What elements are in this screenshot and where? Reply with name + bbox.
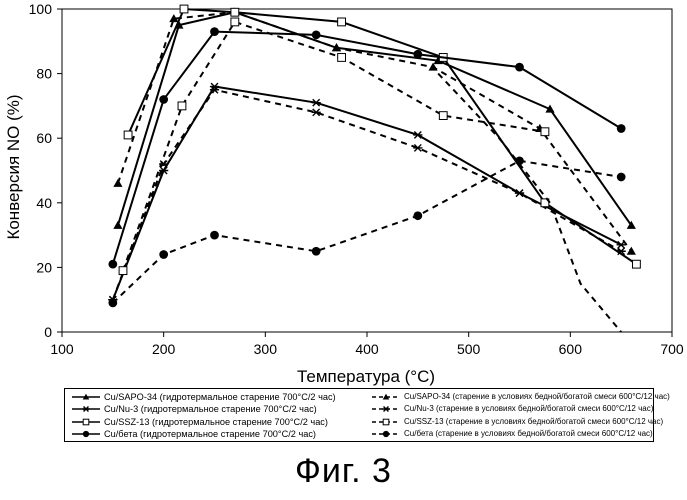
axis-ticks: 100 200 300 400 500 600 700 0 20 40 60 80 100 <box>29 1 684 357</box>
data-point <box>312 247 321 256</box>
legend-swatch-marker <box>383 419 389 425</box>
data-point <box>124 131 132 139</box>
legend-item: Cu/Nu-3 (старение в условиях бедной/бога… <box>371 403 670 415</box>
data-point <box>231 8 239 16</box>
x-tick-label: 700 <box>660 341 684 357</box>
data-point <box>159 95 168 104</box>
no-conversion-chart: 100 200 300 400 500 600 700 0 20 40 60 80 100 Темпер… <box>0 0 687 388</box>
series-5 <box>119 18 549 275</box>
x-tick-label: 500 <box>457 341 481 357</box>
data-point <box>515 63 524 72</box>
data-point <box>108 260 117 269</box>
data-point <box>413 211 422 220</box>
data-point <box>617 173 626 182</box>
legend-swatch <box>371 392 401 402</box>
x-tick-label: 300 <box>254 341 278 357</box>
data-point <box>210 231 219 240</box>
legend-label: Cu/Nu-3 (гидротермальное старение 700°C/… <box>104 403 317 415</box>
data-point <box>338 54 346 62</box>
legend-swatch <box>371 404 401 414</box>
legend-swatch <box>371 417 401 427</box>
legend-swatch <box>71 392 101 402</box>
series-line <box>113 87 621 300</box>
legend-label: Cu/бета (гидротермальное старение 700°C/… <box>104 428 316 440</box>
x-tick-label: 200 <box>152 341 176 357</box>
data-point <box>617 241 626 248</box>
data-point <box>108 299 117 308</box>
legend-item: Cu/SSZ-13 (гидротермальное старение 700°… <box>71 416 336 428</box>
legend-swatch <box>71 429 101 439</box>
data-point <box>413 132 422 139</box>
legend-item: Cu/бета (гидротермальное старение 700°C/… <box>71 428 336 440</box>
data-point <box>413 50 422 59</box>
data-point <box>627 247 636 255</box>
data-point <box>312 109 321 116</box>
y-tick-label: 80 <box>36 66 52 82</box>
data-point <box>413 144 422 151</box>
data-point <box>312 30 321 39</box>
data-point <box>178 102 186 110</box>
legend-column-hydrothermal: Cu/SAPO-34 (гидротермальное старение 700… <box>71 391 336 440</box>
x-tick-label: 600 <box>559 341 583 357</box>
chart-legend: Cu/SAPO-34 (гидротермальное старение 700… <box>64 388 654 442</box>
data-point <box>180 5 188 13</box>
legend-swatch-marker <box>383 431 389 437</box>
x-axis-title: Температура (°C) <box>297 367 435 386</box>
series-line <box>113 90 621 300</box>
legend-label: Cu/SSZ-13 (старение в условиях бедной/бо… <box>404 416 663 428</box>
y-tick-label: 60 <box>36 130 52 146</box>
legend-swatch <box>71 417 101 427</box>
legend-label: Cu/SSZ-13 (гидротермальное старение 700°… <box>104 416 328 428</box>
data-point <box>439 112 447 120</box>
data-point <box>633 260 641 268</box>
y-tick-label: 0 <box>44 324 52 340</box>
series-7 <box>108 156 625 307</box>
data-point <box>515 190 524 197</box>
data-point <box>338 18 346 26</box>
data-point <box>113 179 122 187</box>
legend-item: Cu/SAPO-34 (старение в условиях бедной/б… <box>371 391 670 403</box>
legend-swatch <box>71 404 101 414</box>
legend-column-lean-rich: Cu/SAPO-34 (старение в условиях бедной/б… <box>371 391 670 440</box>
legend-swatch-marker <box>83 419 89 425</box>
series-2 <box>108 83 626 303</box>
legend-item: Cu/SSZ-13 (старение в условиях бедной/бо… <box>371 416 670 428</box>
legend-swatch-marker <box>83 431 89 437</box>
data-point <box>159 250 168 259</box>
y-axis-title: Конверсия NO (%) <box>4 94 23 239</box>
y-tick-label: 40 <box>36 195 52 211</box>
series-0 <box>113 8 636 229</box>
legend-item: Cu/Nu-3 (гидротермальное старение 700°C/… <box>71 403 336 415</box>
data-point <box>231 18 239 26</box>
legend-label: Cu/SAPO-34 (гидротермальное старение 700… <box>104 391 336 403</box>
data-point <box>541 128 549 136</box>
series-1 <box>113 8 636 255</box>
legend-swatch <box>371 429 401 439</box>
data-point <box>119 267 127 275</box>
figure-caption: Фиг. 3 <box>0 452 687 491</box>
series-line <box>113 161 621 303</box>
series-layer <box>108 5 640 332</box>
legend-swatch-marker <box>83 407 90 412</box>
legend-item: Cu/бета (старение в условиях бедной/бога… <box>371 428 670 440</box>
data-point <box>617 124 626 133</box>
y-tick-label: 20 <box>36 259 52 275</box>
legend-label: Cu/SAPO-34 (старение в условиях бедной/б… <box>404 391 670 403</box>
legend-swatch-marker <box>383 407 390 412</box>
series-6 <box>108 27 625 268</box>
x-tick-label: 100 <box>50 341 74 357</box>
x-tick-label: 400 <box>355 341 379 357</box>
data-point <box>113 221 122 229</box>
data-point <box>312 99 321 106</box>
legend-item: Cu/SAPO-34 (гидротермальное старение 700… <box>71 391 336 403</box>
series-line <box>113 32 621 265</box>
legend-label: Cu/бета (старение в условиях бедной/бога… <box>404 428 653 440</box>
y-tick-label: 100 <box>29 1 53 17</box>
legend-label: Cu/Nu-3 (старение в условиях бедной/бога… <box>404 403 653 415</box>
series-line <box>123 22 545 271</box>
data-point <box>210 27 219 36</box>
